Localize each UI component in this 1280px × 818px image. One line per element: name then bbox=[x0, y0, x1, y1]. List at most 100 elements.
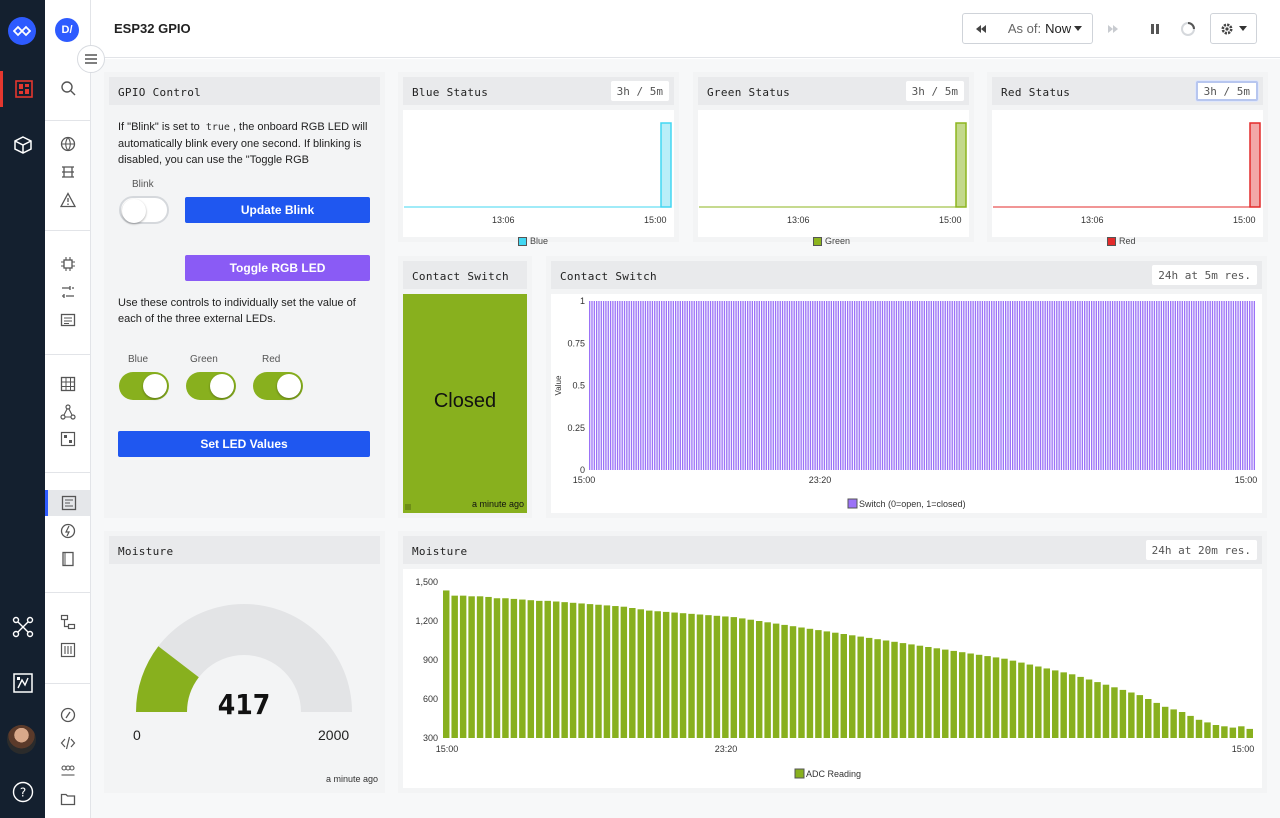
status-plot bbox=[992, 110, 1263, 237]
contact-bar bbox=[809, 301, 812, 470]
search-icon[interactable] bbox=[45, 75, 90, 101]
table-icon[interactable] bbox=[45, 371, 90, 397]
contact-bar bbox=[619, 301, 621, 470]
sliders-icon[interactable] bbox=[45, 637, 90, 663]
rewind-button[interactable] bbox=[962, 13, 999, 44]
contact-bar bbox=[921, 301, 923, 470]
settings-dropdown[interactable] bbox=[1210, 13, 1257, 44]
contact-bar bbox=[877, 301, 879, 470]
contact-bar bbox=[1139, 301, 1142, 470]
blink-toggle[interactable] bbox=[119, 196, 169, 224]
dashboard-icon[interactable] bbox=[0, 71, 45, 107]
contact-bar bbox=[958, 301, 960, 470]
contact-bar bbox=[863, 301, 865, 470]
moisture-bar bbox=[519, 599, 526, 738]
contact-bar bbox=[740, 301, 742, 470]
code-icon[interactable] bbox=[45, 730, 90, 756]
package-icon[interactable] bbox=[0, 127, 45, 163]
contact-bar bbox=[881, 301, 884, 470]
status-chart bbox=[699, 122, 967, 208]
contact-bar bbox=[1051, 301, 1053, 470]
network-icon[interactable] bbox=[0, 609, 45, 645]
contact-chart-plot: 0 0.25 0.5 0.75 1 15:00 23:20 15:00 Value Switch … bbox=[551, 294, 1262, 513]
contact-bar bbox=[830, 301, 833, 470]
globe-icon[interactable] bbox=[45, 131, 90, 157]
tools-icon[interactable] bbox=[45, 279, 90, 305]
users-icon[interactable] bbox=[45, 758, 90, 784]
moisture-bar bbox=[908, 644, 915, 738]
contact-bar bbox=[1002, 301, 1005, 470]
contact-bar bbox=[1028, 301, 1030, 470]
contact-bar bbox=[1249, 301, 1251, 470]
terminal-icon[interactable] bbox=[45, 307, 90, 333]
contact-bar bbox=[751, 301, 754, 470]
folder-icon[interactable] bbox=[45, 786, 90, 812]
as-of-label: As of: bbox=[1007, 21, 1042, 36]
card-header: Blue Status 3h / 5m bbox=[403, 77, 674, 105]
contact-bar bbox=[849, 301, 851, 470]
tb-logo-icon[interactable] bbox=[8, 17, 36, 45]
chip-icon[interactable] bbox=[45, 251, 90, 277]
x-tick-label: 13:06 bbox=[492, 215, 515, 225]
pause-button[interactable] bbox=[1143, 13, 1167, 44]
moisture-bar bbox=[1085, 679, 1093, 738]
blue-led-toggle[interactable] bbox=[119, 372, 169, 400]
fast-forward-button[interactable] bbox=[1095, 13, 1131, 44]
contact-bar bbox=[1100, 301, 1102, 470]
moisture-bar bbox=[705, 615, 712, 738]
grid-icon[interactable] bbox=[45, 426, 90, 452]
gauge-min: 0 bbox=[133, 727, 141, 743]
contact-bar bbox=[1093, 301, 1095, 470]
contact-bar bbox=[1014, 301, 1016, 470]
book-icon[interactable] bbox=[45, 546, 90, 572]
moisture-bar bbox=[1119, 689, 1127, 738]
moisture-bar bbox=[798, 627, 805, 738]
contact-bar bbox=[754, 301, 756, 470]
lightning-icon[interactable] bbox=[45, 518, 90, 544]
dashboard-icon[interactable] bbox=[45, 490, 90, 516]
moisture-bar bbox=[840, 634, 847, 738]
user-badge[interactable]: D/ bbox=[55, 18, 79, 42]
contact-bar bbox=[612, 301, 614, 470]
set-led-values-button[interactable]: Set LED Values bbox=[118, 431, 370, 457]
menu-toggle-button[interactable] bbox=[77, 45, 105, 73]
status-card-red: Red Status 3h / 5m 13:06 15:00 Red bbox=[987, 72, 1268, 246]
spinner-icon bbox=[1181, 21, 1195, 36]
contact-bar bbox=[984, 301, 986, 470]
contact-bar bbox=[602, 301, 605, 470]
moisture-bar bbox=[933, 648, 941, 738]
legend-item[interactable]: Red bbox=[1107, 236, 1136, 246]
legend-item[interactable]: Green bbox=[813, 236, 850, 246]
range-chip[interactable]: 3h / 5m bbox=[905, 81, 964, 101]
map-icon[interactable] bbox=[0, 665, 45, 701]
contact-bar bbox=[765, 301, 767, 470]
contact-bar bbox=[1225, 301, 1228, 470]
as-of-dropdown[interactable]: As of: Now bbox=[998, 13, 1093, 44]
legend-item[interactable]: Blue bbox=[518, 236, 548, 246]
y-tick-label: 1,200 bbox=[415, 616, 438, 626]
contact-bar bbox=[1190, 301, 1193, 470]
contact-bar bbox=[1118, 301, 1121, 470]
moisture-bar bbox=[620, 606, 628, 738]
help-icon[interactable]: ? bbox=[0, 774, 45, 810]
layers-icon[interactable] bbox=[45, 159, 90, 185]
range-chip[interactable]: 24h at 5m res. bbox=[1152, 265, 1257, 285]
range-chip[interactable]: 3h / 5m bbox=[610, 81, 669, 101]
workflow-icon[interactable] bbox=[45, 609, 90, 635]
contact-bar bbox=[1216, 301, 1218, 470]
green-led-toggle[interactable] bbox=[186, 372, 236, 400]
toggle-rgb-led-button[interactable]: Toggle RGB LED bbox=[185, 255, 370, 281]
warning-icon[interactable] bbox=[45, 187, 90, 213]
moisture-bar bbox=[984, 656, 991, 738]
range-chip[interactable]: 3h / 5m bbox=[1195, 81, 1258, 101]
red-led-toggle[interactable] bbox=[253, 372, 303, 400]
range-chip[interactable]: 24h at 20m res. bbox=[1145, 540, 1257, 560]
cube-icon[interactable] bbox=[45, 702, 90, 728]
graph-icon[interactable] bbox=[45, 399, 90, 425]
update-blink-button[interactable]: Update Blink bbox=[185, 197, 370, 223]
avatar[interactable] bbox=[7, 725, 36, 754]
moisture-bar bbox=[629, 608, 636, 738]
legend-label: Red bbox=[1119, 236, 1136, 246]
contact-bar bbox=[812, 301, 814, 470]
contact-bar bbox=[1018, 301, 1021, 470]
